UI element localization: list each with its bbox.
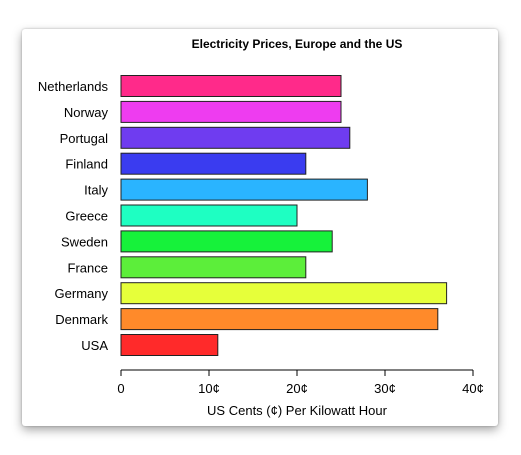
bar-germany	[120, 282, 448, 305]
category-label-greece: Greece	[65, 209, 108, 224]
bar-france	[120, 256, 307, 279]
bar-norway	[120, 100, 342, 123]
x-tick-label-0: 0	[117, 381, 124, 396]
x-axis-title: US Cents (¢) Per Kilowatt Hour	[207, 403, 388, 418]
x-axis: 0 10¢ 20¢ 30¢ 40¢	[117, 369, 484, 396]
x-tick-label-30: 30¢	[374, 381, 396, 396]
category-label-sweden: Sweden	[61, 234, 108, 249]
bar-finland	[120, 152, 307, 175]
bar-portugal	[120, 126, 351, 149]
category-label-france: France	[68, 260, 108, 275]
bars-group	[120, 75, 448, 356]
bar-netherlands	[120, 75, 342, 97]
bar-denmark	[120, 308, 439, 331]
bar-italy	[120, 178, 368, 201]
category-label-usa: USA	[81, 338, 108, 353]
category-label-italy: Italy	[84, 183, 108, 198]
category-label-norway: Norway	[64, 105, 109, 120]
category-label-denmark: Denmark	[55, 312, 108, 327]
x-tick-label-20: 20¢	[286, 381, 308, 396]
category-labels: Netherlands Norway Portugal Finland Italy Gre…	[38, 79, 109, 353]
category-label-finland: Finland	[65, 157, 108, 172]
x-tick-label-40: 40¢	[462, 381, 484, 396]
bar-greece	[120, 204, 298, 227]
bar-usa	[120, 334, 219, 356]
category-label-netherlands: Netherlands	[38, 79, 109, 94]
category-label-germany: Germany	[55, 286, 109, 301]
bar-sweden	[120, 230, 333, 253]
chart-title: Electricity Prices, Europe and the US	[192, 37, 403, 51]
category-label-portugal: Portugal	[60, 131, 109, 146]
x-tick-label-10: 10¢	[198, 381, 220, 396]
